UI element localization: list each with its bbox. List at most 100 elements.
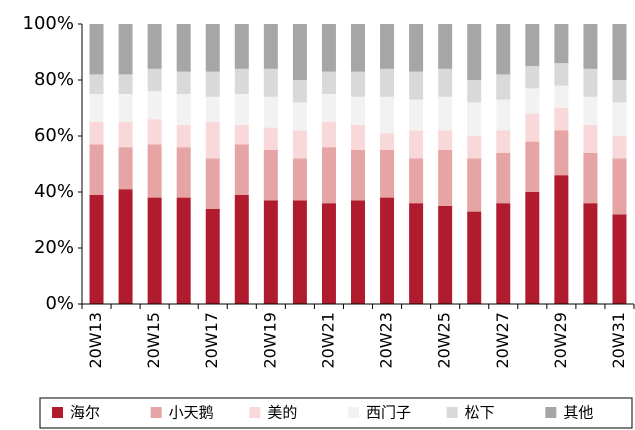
bar-segment	[351, 200, 365, 304]
bar-segment	[263, 24, 278, 69]
bar-segment	[205, 71, 220, 97]
bar-segment	[351, 71, 365, 97]
bar-segment	[438, 130, 453, 150]
bar-segment	[263, 200, 278, 304]
bar-segment	[351, 150, 365, 201]
bar-segment	[467, 136, 482, 159]
bar-segment	[292, 130, 307, 159]
bar-segment	[89, 74, 104, 94]
bar-segment	[583, 96, 598, 125]
bar-segment	[583, 152, 598, 204]
x-tick-label: 20W15	[144, 312, 163, 369]
bar-segment	[205, 158, 220, 209]
legend-label: 西门子	[366, 404, 411, 422]
legend-label: 海尔	[70, 404, 100, 422]
bar-segment	[525, 66, 540, 89]
bar-segment	[292, 24, 307, 80]
bar-segment	[554, 85, 569, 108]
bar-segment	[467, 80, 482, 103]
bar-segment	[496, 130, 511, 153]
bar-segment	[176, 147, 191, 198]
bar-segment	[525, 192, 540, 304]
bar-segment	[321, 71, 336, 94]
bar-segment	[525, 141, 540, 192]
bar-segment	[263, 68, 278, 97]
legend-box	[39, 397, 633, 429]
bar-segment	[467, 24, 482, 80]
bar-segment	[409, 130, 424, 159]
bar-segment	[118, 122, 133, 148]
bar-segment	[554, 24, 569, 64]
y-tick-label: 20%	[34, 237, 74, 258]
bar-segment	[554, 175, 569, 304]
bar-segment	[89, 94, 104, 122]
bar-segment	[292, 80, 307, 103]
bar-segment	[118, 189, 133, 304]
bar-segment	[292, 102, 307, 131]
x-tick-label: 20W13	[86, 312, 105, 369]
bar-segment	[205, 208, 220, 304]
x-tick-label: 20W17	[202, 312, 221, 369]
bar-segment	[263, 127, 278, 150]
bar-segment	[351, 24, 365, 72]
bar-segment	[612, 24, 627, 80]
bar-segment	[147, 24, 162, 69]
bar-segment	[176, 124, 191, 148]
bar-segment	[118, 147, 133, 190]
legend-swatch	[348, 407, 359, 418]
bar-segment	[612, 102, 627, 136]
bar-segment	[496, 24, 511, 75]
legend-label: 松下	[465, 404, 495, 422]
bar-segment	[554, 63, 569, 86]
bar-segment	[380, 68, 395, 97]
bar-segment	[409, 99, 424, 131]
bar-segment	[321, 94, 336, 122]
bar-segment	[438, 24, 453, 69]
bar-segment	[321, 147, 336, 204]
bar-segment	[525, 113, 540, 142]
x-tick-label: 20W31	[609, 312, 628, 369]
bar-segment	[380, 96, 395, 134]
x-tick-label: 20W25	[435, 312, 454, 369]
bar-segment	[292, 158, 307, 201]
legend-swatch	[446, 407, 458, 418]
bar-segment	[467, 158, 482, 212]
bar-segment	[147, 197, 162, 304]
bar-segment	[612, 158, 627, 215]
bar-segment	[89, 144, 104, 195]
bar-segment	[438, 206, 453, 304]
bar-segment	[176, 94, 191, 125]
y-tick-label: 0%	[45, 293, 74, 314]
bar-segment	[438, 68, 453, 97]
bar-segment	[525, 88, 540, 114]
bar-segment	[351, 96, 365, 125]
x-tick-label: 20W27	[493, 312, 512, 369]
bar-segment	[612, 214, 627, 304]
bar-segment	[176, 24, 191, 72]
bar-segment	[380, 150, 395, 198]
bar-segment	[234, 94, 249, 125]
bar-segment	[409, 203, 424, 304]
bar-segment	[438, 150, 453, 206]
bar-segment	[409, 24, 424, 72]
bar-segment	[612, 80, 627, 103]
legend-swatch	[249, 407, 261, 418]
bar-segment	[234, 144, 249, 195]
bar-segment	[583, 124, 598, 153]
bar-segment	[176, 197, 191, 304]
bar-segment	[438, 96, 453, 131]
x-tick-label: 20W29	[551, 312, 570, 369]
bar-segment	[583, 24, 598, 69]
bar-segment	[409, 71, 424, 100]
legend-swatch	[545, 407, 557, 418]
bar-segment	[234, 24, 249, 69]
bar-segment	[89, 24, 104, 75]
bar-segment	[554, 130, 569, 176]
bar-segment	[234, 194, 249, 304]
bar-segment	[467, 211, 482, 304]
bar-segment	[205, 96, 220, 122]
bar-segment	[321, 24, 336, 72]
legend-swatch	[150, 407, 162, 418]
y-tick-label: 40%	[34, 181, 74, 202]
